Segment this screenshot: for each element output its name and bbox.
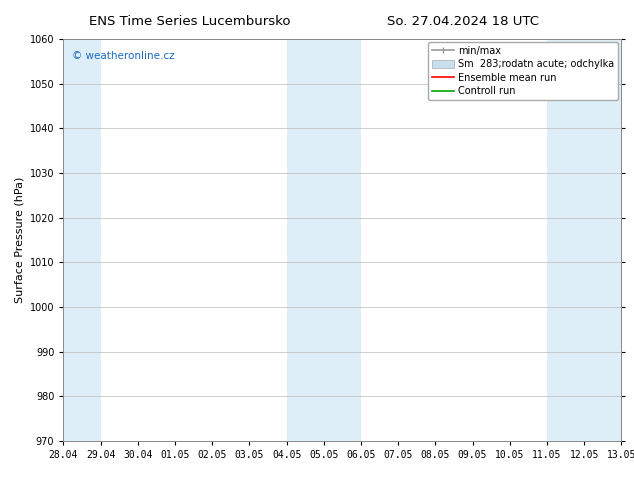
Bar <box>547 39 621 441</box>
Legend: min/max, Sm  283;rodatn acute; odchylka, Ensemble mean run, Controll run: min/max, Sm 283;rodatn acute; odchylka, … <box>428 42 618 100</box>
Text: © weatheronline.cz: © weatheronline.cz <box>72 51 174 61</box>
Text: ENS Time Series Lucembursko: ENS Time Series Lucembursko <box>89 15 291 28</box>
Y-axis label: Surface Pressure (hPa): Surface Pressure (hPa) <box>14 177 24 303</box>
Text: So. 27.04.2024 18 UTC: So. 27.04.2024 18 UTC <box>387 15 539 28</box>
Bar <box>63 39 101 441</box>
Bar <box>287 39 361 441</box>
